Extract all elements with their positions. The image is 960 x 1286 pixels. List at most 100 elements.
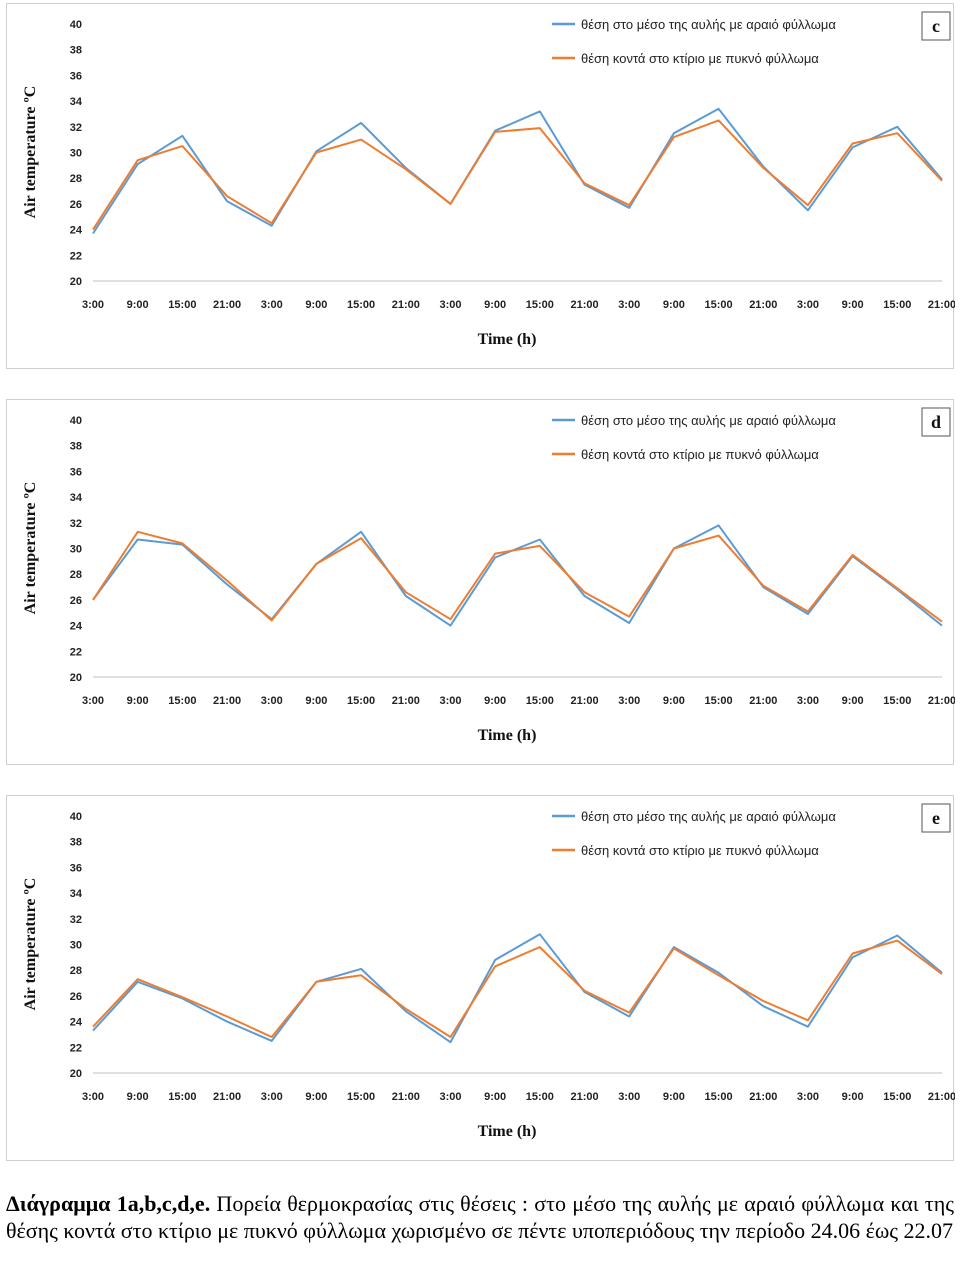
x-tick-label: 9:00 <box>305 695 327 707</box>
x-tick-label: 3:00 <box>618 695 640 707</box>
x-tick-label: 21:00 <box>749 695 777 707</box>
x-tick-label: 21:00 <box>392 1091 420 1103</box>
y-axis-title: Air temperature ºC <box>22 878 39 1011</box>
x-tick-label: 15:00 <box>168 1091 196 1103</box>
x-tick-label: 21:00 <box>213 695 241 707</box>
x-tick-label: 21:00 <box>749 1091 777 1103</box>
x-tick-label: 15:00 <box>168 695 196 707</box>
y-tick-label: 30 <box>70 148 82 160</box>
panel-label-box <box>921 803 951 833</box>
x-tick-label: 9:00 <box>663 695 685 707</box>
x-tick-label: 9:00 <box>305 299 327 311</box>
x-axis-title: Time (h) <box>478 727 537 744</box>
x-tick-label: 9:00 <box>127 1091 149 1103</box>
y-tick-label: 28 <box>70 569 82 581</box>
y-tick-label: 34 <box>70 96 83 108</box>
legend-label-2: θέση κοντά στο κτίριο με πυκνό φύλλωμα <box>581 447 819 462</box>
y-tick-label: 34 <box>70 492 83 504</box>
legend-label-2: θέση κοντά στο κτίριο με πυκνό φύλλωμα <box>581 843 819 858</box>
y-tick-label: 34 <box>70 888 83 900</box>
x-tick-label: 15:00 <box>168 299 196 311</box>
x-tick-label: 3:00 <box>82 1091 104 1103</box>
y-tick-label: 20 <box>70 276 82 288</box>
y-axis-title: Air temperature ºC <box>22 86 39 219</box>
x-tick-label: 3:00 <box>261 695 283 707</box>
x-tick-label: 15:00 <box>347 1091 375 1103</box>
x-tick-label: 21:00 <box>570 695 598 707</box>
x-tick-label: 21:00 <box>213 299 241 311</box>
panel-label: c <box>932 16 940 36</box>
x-tick-label: 21:00 <box>928 695 955 707</box>
x-tick-label: 9:00 <box>842 1091 864 1103</box>
x-tick-label: 3:00 <box>618 299 640 311</box>
x-tick-label: 21:00 <box>392 299 420 311</box>
caption-bold: Διάγραμμα 1a,b,c,d,e. <box>6 1191 211 1216</box>
x-tick-label: 15:00 <box>883 695 911 707</box>
y-tick-label: 22 <box>70 1042 82 1054</box>
panel-label-box <box>921 11 951 41</box>
y-tick-label: 22 <box>70 646 82 658</box>
x-tick-label: 21:00 <box>213 1091 241 1103</box>
x-tick-label: 15:00 <box>526 299 554 311</box>
chart-svg-d: 20 22 24 26 28 30 32 34 36 38 40 3:00 9:00 15:00 21:00… <box>22 407 955 744</box>
x-tick-label: 9:00 <box>484 695 506 707</box>
chart-svg-c: 20 22 24 26 28 30 32 34 36 38 40 3:00 9:00 15:00 21:00… <box>22 11 955 348</box>
x-tick-label: 21:00 <box>928 299 955 311</box>
y-tick-label: 20 <box>70 672 82 684</box>
y-tick-label: 38 <box>70 837 82 849</box>
x-tick-label: 21:00 <box>749 299 777 311</box>
y-tick-label: 36 <box>70 466 82 478</box>
x-tick-label: 21:00 <box>392 695 420 707</box>
chart-panel-e: 20 22 24 26 28 30 32 34 36 38 40 3:00 9:00 15:00 21:00… <box>6 795 955 1161</box>
y-tick-label: 40 <box>70 19 82 31</box>
x-tick-label: 9:00 <box>484 299 506 311</box>
series-line-2 <box>92 119 943 231</box>
series-line-2 <box>92 530 943 623</box>
series-line-1 <box>92 933 943 1044</box>
series-line-2 <box>92 939 943 1038</box>
x-tick-label: 15:00 <box>526 695 554 707</box>
y-tick-label: 38 <box>70 45 82 57</box>
x-tick-label: 9:00 <box>127 299 149 311</box>
x-tick-label: 3:00 <box>82 299 104 311</box>
y-tick-label: 24 <box>70 621 83 633</box>
x-tick-label: 3:00 <box>261 1091 283 1103</box>
panel-label-box <box>921 407 951 437</box>
x-tick-label: 3:00 <box>439 695 461 707</box>
x-tick-label: 3:00 <box>797 695 819 707</box>
y-tick-label: 36 <box>70 862 82 874</box>
caption-text: Πορεία θερμοκρασίας στις θέσεις : στο μέ… <box>6 1191 954 1243</box>
chart-svg-e: 20 22 24 26 28 30 32 34 36 38 40 3:00 9:00 15:00 21:00… <box>22 803 955 1140</box>
legend-label-2: θέση κοντά στο κτίριο με πυκνό φύλλωμα <box>581 51 819 66</box>
x-tick-label: 15:00 <box>705 1091 733 1103</box>
y-tick-label: 40 <box>70 811 82 823</box>
y-tick-label: 26 <box>70 991 82 1003</box>
x-tick-label: 15:00 <box>883 1091 911 1103</box>
series-line-1 <box>92 107 943 235</box>
y-tick-label: 20 <box>70 1068 82 1080</box>
y-tick-label: 32 <box>70 914 82 926</box>
series-line-1 <box>92 524 943 627</box>
panel-label: d <box>931 412 941 432</box>
legend-label-1: θέση στο μέσο της αυλής με αραιό φύλλωμα <box>581 809 836 824</box>
x-tick-label: 15:00 <box>347 695 375 707</box>
y-tick-label: 26 <box>70 595 82 607</box>
x-tick-label: 15:00 <box>705 299 733 311</box>
y-tick-label: 26 <box>70 199 82 211</box>
x-tick-label: 15:00 <box>883 299 911 311</box>
y-tick-label: 24 <box>70 225 83 237</box>
chart-panel-d: 20 22 24 26 28 30 32 34 36 38 40 3:00 9:00 15:00 21:00… <box>6 399 955 765</box>
x-tick-label: 21:00 <box>570 1091 598 1103</box>
y-tick-label: 32 <box>70 122 82 134</box>
x-tick-label: 9:00 <box>663 299 685 311</box>
x-tick-label: 15:00 <box>526 1091 554 1103</box>
x-tick-label: 3:00 <box>261 299 283 311</box>
x-tick-label: 21:00 <box>570 299 598 311</box>
figure-caption: Διάγραμμα 1a,b,c,d,e. Πορεία θερμοκρασία… <box>6 1190 954 1244</box>
chart-panel-c: 20 22 24 26 28 30 32 34 36 38 40 3:00 9:00 15:00 21:00… <box>6 3 955 369</box>
y-tick-label: 36 <box>70 70 82 82</box>
y-tick-label: 30 <box>70 544 82 556</box>
y-tick-label: 22 <box>70 250 82 262</box>
x-tick-label: 3:00 <box>797 1091 819 1103</box>
y-axis-title: Air temperature ºC <box>22 482 39 615</box>
